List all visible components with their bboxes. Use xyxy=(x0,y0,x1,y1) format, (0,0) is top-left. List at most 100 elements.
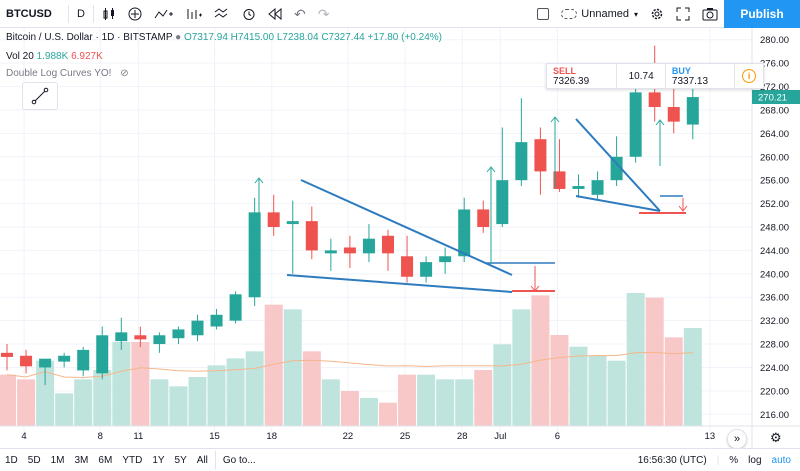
range-ytd[interactable]: YTD xyxy=(122,454,143,466)
candle xyxy=(362,224,375,263)
candle xyxy=(286,200,299,274)
volume-bar xyxy=(683,328,702,426)
goto-date-button[interactable]: Go to... xyxy=(222,454,256,466)
volume-bar xyxy=(55,393,74,426)
vol-label: Vol 20 xyxy=(6,51,34,62)
candle-body xyxy=(210,314,223,327)
date-label: 15 xyxy=(209,431,220,442)
price-label: 264.00 xyxy=(760,129,789,140)
scroll-to-realtime-button[interactable]: » xyxy=(727,429,747,449)
undo-icon[interactable]: ↶ xyxy=(293,5,306,22)
volume-bar xyxy=(379,402,397,426)
trend-line-icon xyxy=(31,87,49,105)
range-1d[interactable]: 1D xyxy=(5,454,18,466)
volume-bar xyxy=(245,351,264,426)
price-label: 224.00 xyxy=(760,363,789,374)
volume-bar xyxy=(112,342,131,426)
eye-slash-icon[interactable]: ⊘ xyxy=(120,68,129,79)
candle xyxy=(610,136,623,187)
candle-body xyxy=(115,332,128,342)
candle xyxy=(20,349,33,374)
interval-selector[interactable]: D xyxy=(77,7,85,20)
volume-bar xyxy=(169,386,188,426)
range-1y[interactable]: 1Y xyxy=(152,454,165,466)
legend-change: +17.80 (+0.24%) xyxy=(367,32,442,43)
candle xyxy=(134,326,147,347)
candle-body xyxy=(305,221,318,251)
candle xyxy=(553,139,566,192)
date-label: 22 xyxy=(343,431,354,442)
candle xyxy=(39,358,52,386)
trend-line-upper xyxy=(300,179,513,276)
volume-bar xyxy=(283,309,302,426)
candle xyxy=(324,238,337,271)
legend-open: O7317.94 xyxy=(183,32,228,43)
buy-button[interactable]: BUY 7337.13 xyxy=(666,64,736,88)
clock-time[interactable]: 16:56:30 (UTC) xyxy=(637,455,707,466)
indicator-name: Double Log Curves YO! xyxy=(6,68,112,79)
arrow-head xyxy=(655,119,665,126)
info-button[interactable]: i xyxy=(735,64,763,88)
legend-close: C7327.44 xyxy=(321,32,365,43)
sell-button[interactable]: SELL 7326.39 xyxy=(553,66,590,87)
settings-icon[interactable] xyxy=(644,0,670,28)
range-3m[interactable]: 3M xyxy=(74,454,89,466)
indicators-icon[interactable] xyxy=(148,0,180,28)
candle-body xyxy=(343,247,356,254)
chevron-down-icon: ▾ xyxy=(633,9,638,19)
candle-body xyxy=(439,256,452,263)
chart-area[interactable]: 280.00 276.00 272.00 268.00 264.00 260.00 256.… xyxy=(0,28,800,471)
range-6m[interactable]: 6M xyxy=(98,454,113,466)
date-label: 11 xyxy=(133,431,143,442)
cloud-icon xyxy=(561,9,578,19)
arrow-head xyxy=(530,285,540,292)
volume-bar xyxy=(150,379,169,426)
alert-icon[interactable] xyxy=(236,0,262,28)
publish-button[interactable]: Publish xyxy=(724,0,800,28)
trend-line-tool[interactable] xyxy=(22,82,58,110)
arrow-head xyxy=(486,166,496,173)
price-chart[interactable]: 280.00276.00272.00268.00264.00260.00256.… xyxy=(0,28,800,448)
price-label: 220.00 xyxy=(760,386,789,397)
date-label: 18 xyxy=(266,431,277,442)
financials-icon[interactable] xyxy=(180,0,208,28)
layout-icon[interactable] xyxy=(531,0,555,28)
snapshot-icon[interactable] xyxy=(696,0,724,28)
candle-body xyxy=(458,209,471,257)
indicator-legend: Double Log Curves YO! ⊘ xyxy=(6,68,129,79)
bottom-bar: 1D 5D 1M 3M 6M YTD 1Y 5Y All Go to... 16:56:30 (… xyxy=(0,448,800,471)
range-all[interactable]: All xyxy=(196,454,208,466)
volume-bar xyxy=(398,374,417,426)
price-label: 272.00 xyxy=(760,82,789,93)
templates-icon[interactable] xyxy=(208,0,236,28)
auto-toggle[interactable]: auto xyxy=(771,455,791,466)
candles-icon[interactable] xyxy=(96,0,122,28)
replay-icon[interactable] xyxy=(262,0,288,28)
candle xyxy=(58,352,71,368)
range-5y[interactable]: 5Y xyxy=(174,454,187,466)
price-label: 280.00 xyxy=(760,35,789,46)
candle-body xyxy=(477,209,490,227)
percent-toggle[interactable]: % xyxy=(729,455,739,466)
date-label: Jul xyxy=(494,431,506,442)
candle-body xyxy=(58,355,71,362)
volume-ma-line xyxy=(6,351,693,379)
price-label: 260.00 xyxy=(760,152,789,163)
volume-legend: Vol 20 1.988K 6.927K xyxy=(6,51,103,62)
symbol-search[interactable]: BTCUSD xyxy=(6,7,52,20)
candle-body xyxy=(229,294,242,321)
candle-body xyxy=(362,238,375,254)
volume-bar xyxy=(0,374,16,426)
volume-bar xyxy=(607,360,626,426)
log-toggle[interactable]: log xyxy=(748,455,762,466)
compare-icon[interactable] xyxy=(122,0,148,28)
range-5d[interactable]: 5D xyxy=(27,454,41,466)
redo-icon[interactable]: ↷ xyxy=(317,5,330,22)
bottom-right-controls: 16:56:30 (UTC) | % log auto xyxy=(633,449,796,471)
candle-body xyxy=(248,212,261,298)
range-1m[interactable]: 1M xyxy=(50,454,65,466)
layout-name[interactable]: Unnamed ▾ xyxy=(555,0,644,28)
candle-body xyxy=(96,335,109,374)
candle-body xyxy=(591,180,604,195)
fullscreen-icon[interactable] xyxy=(670,0,696,28)
